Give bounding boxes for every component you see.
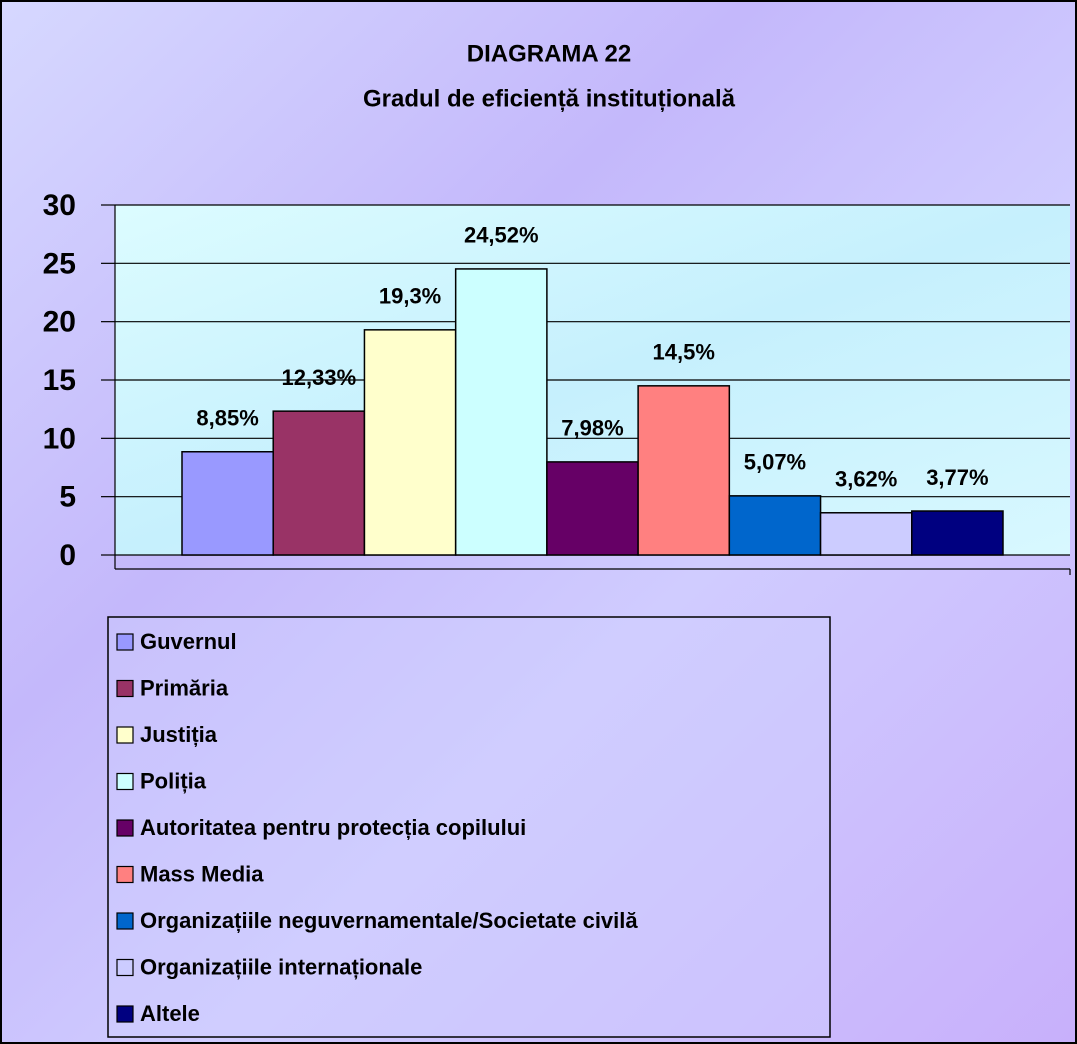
value-label: 19,3%	[379, 284, 441, 309]
legend-swatch	[116, 865, 134, 884]
bar	[911, 510, 1004, 556]
value-label: 8,85%	[196, 406, 258, 431]
y-tick-label: 25	[43, 247, 76, 280]
legend-swatch	[116, 772, 134, 791]
legend-label: Autoritatea pentru protecția copilului	[140, 815, 526, 840]
y-tick-label: 5	[59, 481, 76, 514]
bar	[454, 268, 548, 556]
value-label: 14,5%	[653, 340, 715, 365]
legend-swatch	[116, 819, 134, 837]
value-label: 5,07%	[744, 450, 806, 475]
legend-label: Organizațiile internaționale	[140, 954, 422, 979]
chart-title: DIAGRAMA 22	[467, 40, 631, 67]
y-tick-label: 0	[59, 539, 76, 572]
value-label: 24,52%	[464, 223, 539, 248]
bar	[819, 512, 913, 556]
bar	[637, 385, 731, 556]
legend-label: Mass Media	[140, 861, 264, 886]
bar	[272, 410, 366, 556]
legend-label: Guvernul	[140, 629, 237, 654]
y-tick-label: 30	[43, 189, 76, 222]
legend-box	[107, 616, 831, 1038]
y-tick-label: 15	[43, 364, 76, 397]
legend-swatch	[116, 726, 134, 744]
legend-swatch	[116, 679, 134, 698]
value-label: 3,77%	[926, 465, 988, 490]
y-tick-label: 20	[43, 306, 76, 339]
bar	[546, 461, 639, 556]
legend-label: Poliția	[140, 768, 207, 793]
legend-label: Justiția	[140, 722, 218, 747]
legend-swatch	[116, 958, 134, 977]
legend-swatch	[116, 1005, 134, 1023]
bar	[728, 495, 822, 556]
chart-subtitle: Gradul de eficiență instituțională	[363, 85, 736, 112]
legend-label: Primăria	[140, 675, 229, 700]
legend-swatch	[116, 633, 134, 651]
bar	[363, 329, 457, 556]
value-label: 3,62%	[835, 467, 897, 492]
legend-label: Organizațiile neguvernamentale/Societate…	[140, 908, 638, 933]
legend-swatch	[116, 912, 134, 930]
value-label: 7,98%	[561, 416, 623, 441]
y-tick-label: 10	[43, 422, 76, 455]
legend-label: Altele	[140, 1001, 200, 1026]
value-label: 12,33%	[282, 365, 357, 390]
bar	[181, 451, 274, 556]
